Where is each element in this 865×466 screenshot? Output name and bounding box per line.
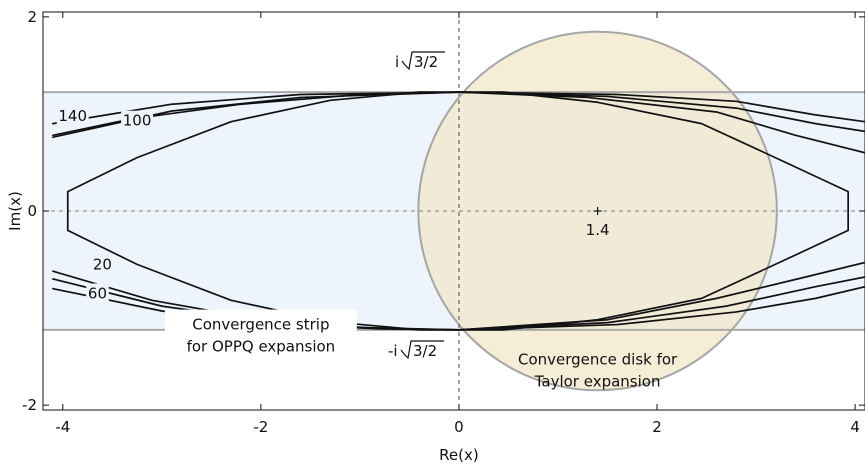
- series-60-segment-2: [458, 261, 865, 331]
- y-tick-label: 0: [27, 202, 37, 220]
- strip-top-edge-label: i 3/2: [395, 51, 445, 71]
- series-20-label-background: [91, 254, 114, 275]
- series-60-label: 60: [88, 285, 107, 303]
- strip-label-line-2: for OPPQ expansion: [187, 338, 336, 356]
- series-100-segment-3: [52, 91, 460, 139]
- series-100-label-background: [121, 110, 154, 131]
- series-140-segment-2: [458, 285, 865, 331]
- disk-label-line-2: Taylor expansion: [534, 372, 661, 390]
- series-20-line: [66, 91, 850, 331]
- x-tick-label: -2: [253, 418, 268, 436]
- series-100-label: 100: [123, 112, 152, 130]
- disk-label-line-1: Convergence disk for: [518, 350, 678, 368]
- annotations: 1.4 Convergence strip for OPPQ expansion…: [164, 51, 678, 390]
- series-140-segment-3: [52, 91, 460, 125]
- x-tick-label: 2: [652, 418, 662, 436]
- series-60-segment-4: [458, 91, 865, 154]
- strip-label-line-1: Convergence strip: [192, 316, 329, 334]
- strip-top-edge-radicand: 3/2: [414, 53, 438, 71]
- strip-bottom-edge-radicand: 3/2: [413, 342, 437, 360]
- series-60-label-background: [86, 283, 109, 304]
- disk-center-label: 1.4: [586, 221, 610, 239]
- x-tick-label: 0: [454, 418, 464, 436]
- strip-label-background: [164, 309, 357, 355]
- axis-ticks: -4 -2 0 2 4 -2 0 2: [22, 8, 865, 436]
- sqrt-symbol: [401, 51, 445, 71]
- x-axis-label: Re(x): [439, 446, 479, 464]
- contour-labels: 20 60 100 140: [56, 105, 154, 304]
- series-140-label: 140: [58, 107, 87, 125]
- series-20-label: 20: [93, 255, 112, 273]
- series-140-segment-4: [458, 91, 865, 123]
- series-100-segment-4: [458, 91, 865, 133]
- disk-center-marker: [593, 207, 602, 215]
- strip-bottom-edge-prefix: -i: [388, 342, 398, 360]
- sqrt-symbol: [400, 340, 444, 360]
- strip-bottom-edge-label: -i 3/2: [388, 340, 444, 360]
- y-axis-label: Im(x): [6, 191, 24, 231]
- series-100-segment-2: [458, 276, 865, 331]
- contour-lines: [52, 91, 865, 331]
- x-tick-label: 4: [850, 418, 860, 436]
- y-tick-label: -2: [22, 396, 37, 414]
- series-140-label-background: [56, 105, 89, 126]
- y-tick-label: 2: [27, 8, 37, 26]
- x-tick-label: -4: [55, 418, 70, 436]
- strip-top-edge-prefix: i: [395, 53, 399, 71]
